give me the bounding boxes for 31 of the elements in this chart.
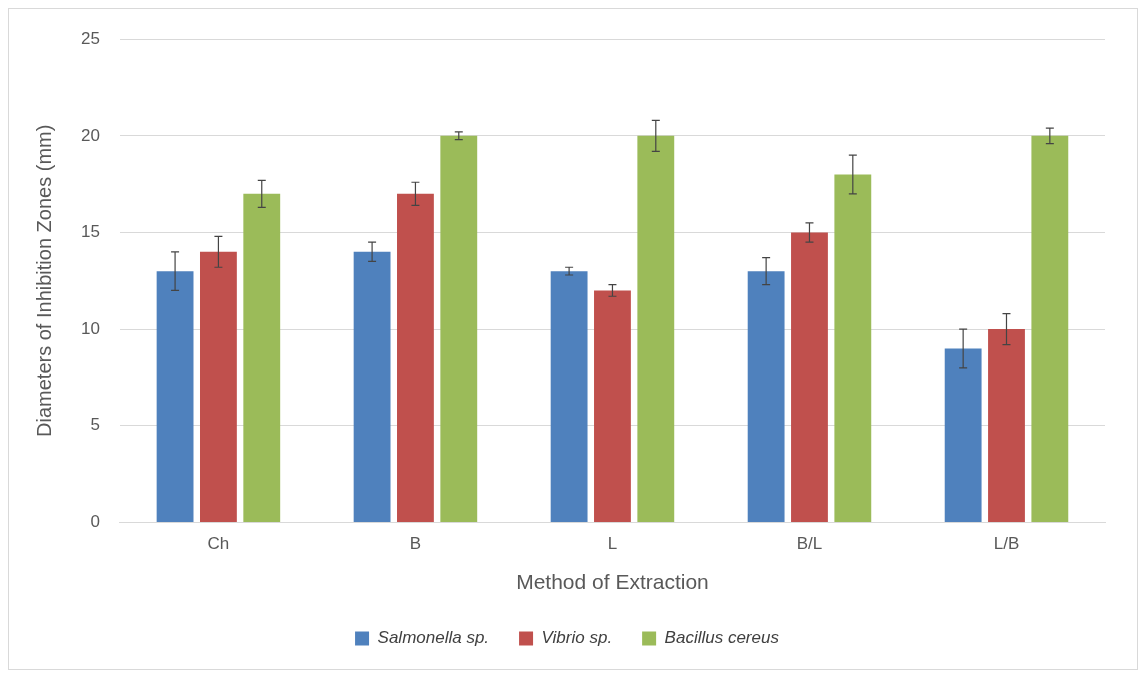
bar	[243, 193, 281, 522]
y-tick-label: 10	[80, 318, 100, 338]
y-tick-label: 20	[80, 125, 100, 145]
bar	[594, 290, 631, 522]
bar	[747, 271, 785, 522]
x-tick-label: L/B	[993, 534, 1020, 554]
bar	[200, 251, 237, 522]
x-tick-label: B/L	[796, 534, 823, 554]
bar	[397, 193, 434, 522]
legend-label: Salmonella sp.	[377, 628, 490, 648]
bar	[353, 251, 391, 522]
bar	[637, 135, 675, 522]
legend-label: Vibrio sp.	[541, 628, 613, 648]
bar	[988, 329, 1025, 522]
bar	[1031, 135, 1069, 522]
bar	[834, 174, 872, 522]
y-axis-title: Diameters of Inhibition Zones (mm)	[32, 124, 55, 437]
bar	[944, 348, 982, 522]
x-tick-label: L	[607, 534, 618, 554]
y-tick-label: 0	[90, 512, 100, 532]
y-tick-label: 5	[90, 415, 100, 435]
bar	[156, 271, 194, 522]
y-tick-label: 25	[80, 28, 100, 48]
x-tick-label: Ch	[207, 534, 230, 554]
y-tick-label: 15	[80, 222, 100, 242]
bar	[440, 135, 478, 522]
bar	[550, 271, 588, 522]
x-axis-title: Method of Extraction	[516, 570, 709, 594]
bar	[791, 232, 828, 522]
legend-label: Bacillus cereus	[664, 628, 780, 648]
x-tick-label: B	[409, 534, 422, 554]
